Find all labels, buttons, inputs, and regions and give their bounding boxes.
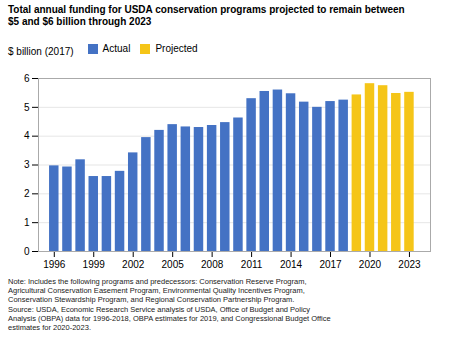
html-text:Total annual funding for USDA: Total annual funding for USDA conservati… [8, 4, 405, 27]
svg-text:3: 3 [24, 159, 30, 170]
svg-text:2011: 2011 [241, 259, 263, 270]
svg-text:4: 4 [24, 130, 30, 141]
svg-text:2023: 2023 [398, 259, 421, 270]
svg-text:1996: 1996 [43, 259, 66, 270]
svg-text:2008: 2008 [201, 259, 224, 270]
svg-text:2005: 2005 [162, 259, 185, 270]
svg-text:6: 6 [24, 73, 30, 84]
svg-text:2002: 2002 [122, 259, 145, 270]
svg-text:1999: 1999 [83, 259, 106, 270]
svg-text:2020: 2020 [359, 259, 382, 270]
html-text:Projected: Projected [155, 43, 198, 54]
html-text:$ billion (2017): $ billion (2017) [8, 45, 74, 57]
html-text:Note: Includes the following p: Note: Includes the following programs an… [8, 277, 331, 332]
svg-text:2: 2 [24, 188, 30, 199]
svg-text:2017: 2017 [319, 259, 342, 270]
svg-text:2014: 2014 [280, 259, 303, 270]
svg-text:0: 0 [24, 246, 30, 257]
svg-text:5: 5 [24, 102, 30, 113]
html-text:Actual: Actual [102, 43, 131, 54]
svg-text:1: 1 [24, 217, 30, 228]
